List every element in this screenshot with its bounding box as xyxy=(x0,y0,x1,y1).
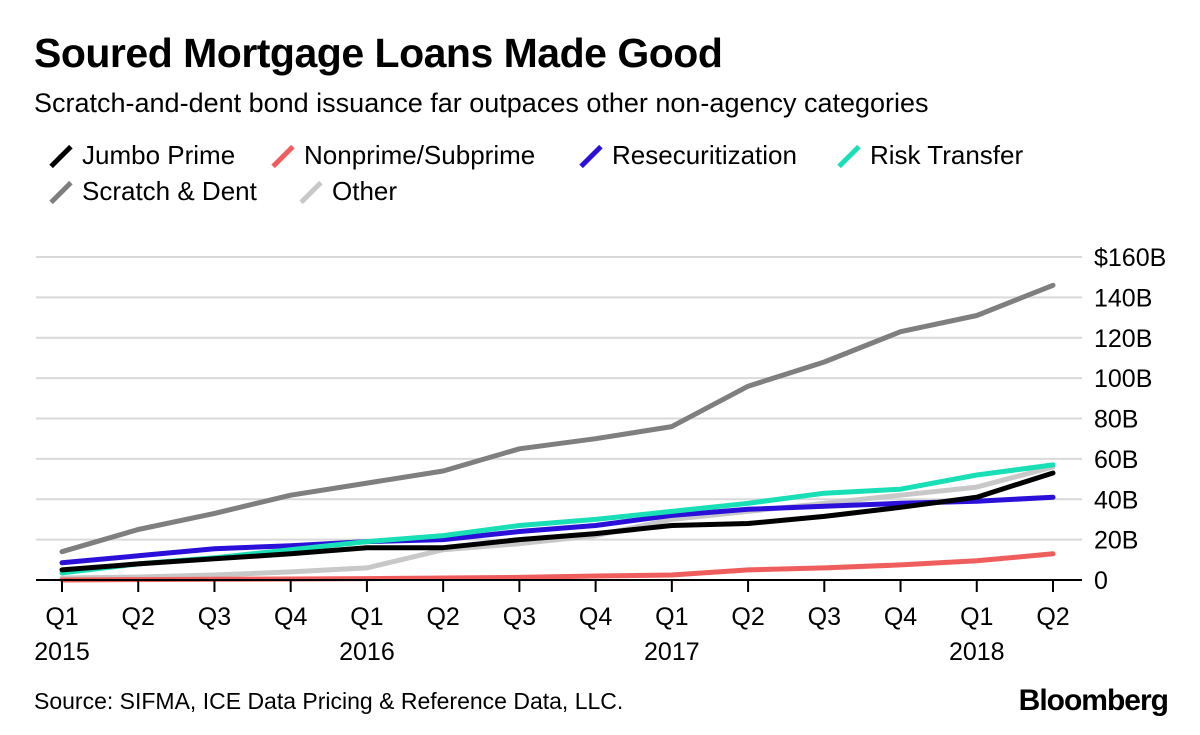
y-tick-label: 100B xyxy=(1094,365,1152,393)
x-tick-label: Q4 xyxy=(884,603,917,631)
legend-item-risk-transfer: Risk Transfer xyxy=(838,140,1023,171)
legend-item-jumbo-prime: Jumbo Prime xyxy=(50,140,235,171)
legend-label-other: Other xyxy=(332,176,398,206)
x-tick-label: Q1 xyxy=(350,603,383,631)
x-tick-label: Q4 xyxy=(274,603,307,631)
y-tick-label: 40B xyxy=(1094,486,1138,514)
legend-item-nonprime-subprime: Nonprime/Subprime xyxy=(272,140,535,171)
x-tick-label: Q3 xyxy=(198,603,231,631)
source-note: Source: SIFMA, ICE Data Pricing & Refere… xyxy=(34,688,624,714)
y-tick-label: 140B xyxy=(1094,284,1152,312)
series-line-scratch-dent xyxy=(59,282,1056,555)
legend-label-risk-transfer: Risk Transfer xyxy=(870,140,1024,170)
legend-item-resecuritization: Resecuritization xyxy=(580,140,797,171)
x-year-label: 2015 xyxy=(34,638,90,666)
x-year-label: 2018 xyxy=(949,638,1005,666)
legend-label-scratch-dent: Scratch & Dent xyxy=(82,176,257,206)
y-tick-label: 120B xyxy=(1094,325,1152,353)
legend-label-resecuritization: Resecuritization xyxy=(612,140,797,170)
x-tick-label: Q2 xyxy=(731,603,764,631)
x-tick-label: Q4 xyxy=(579,603,612,631)
y-tick-label: 80B xyxy=(1094,406,1138,434)
y-tick-label: $160B xyxy=(1094,244,1166,272)
legend-label-jumbo-prime: Jumbo Prime xyxy=(82,140,236,170)
series-line-resecuritization xyxy=(59,494,1056,566)
series-line-jumbo-prime xyxy=(59,470,1056,573)
y-tick-label: 0 xyxy=(1094,567,1108,595)
bloomberg-logo: Bloomberg xyxy=(1018,684,1169,717)
chart-title: Soured Mortgage Loans Made Good xyxy=(34,30,723,76)
series-line-other xyxy=(59,464,1056,581)
x-tick-label: Q2 xyxy=(122,603,155,631)
x-tick-label: Q1 xyxy=(45,603,78,631)
legend-label-nonprime-subprime: Nonprime/Subprime xyxy=(304,140,536,170)
x-year-label: 2017 xyxy=(644,638,700,666)
x-tick-label: Q3 xyxy=(808,603,841,631)
x-tick-label: Q2 xyxy=(426,603,459,631)
legend-item-other: Other xyxy=(300,176,397,207)
y-tick-label: 60B xyxy=(1094,446,1138,474)
x-tick-label: Q2 xyxy=(1036,603,1069,631)
x-tick-label: Q1 xyxy=(655,603,688,631)
x-tick-label: Q1 xyxy=(960,603,993,631)
x-year-label: 2016 xyxy=(339,638,395,666)
chart-subtitle: Scratch-and-dent bond issuance far outpa… xyxy=(34,88,929,118)
x-tick-label: Q3 xyxy=(503,603,536,631)
y-tick-label: 20B xyxy=(1094,527,1138,555)
legend-item-scratch-dent: Scratch & Dent xyxy=(50,176,257,207)
